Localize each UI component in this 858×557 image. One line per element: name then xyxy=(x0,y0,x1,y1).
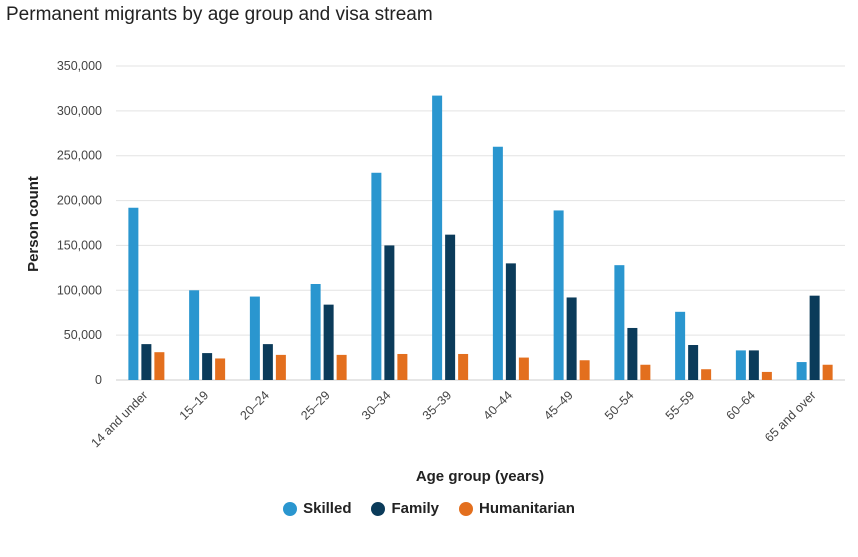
legend-swatch xyxy=(459,501,474,516)
bar-skilled[interactable] xyxy=(128,207,139,380)
bar-family[interactable] xyxy=(505,263,516,380)
x-tick-label: 25–29 xyxy=(298,388,333,423)
bar-humanitarian[interactable] xyxy=(701,369,712,380)
bar-skilled[interactable] xyxy=(675,311,686,380)
bar-skilled[interactable] xyxy=(553,210,564,380)
bar-humanitarian[interactable] xyxy=(518,357,529,380)
bar-humanitarian[interactable] xyxy=(640,364,651,380)
x-tick-label: 14 and under xyxy=(88,388,150,450)
legend-item-family[interactable]: Family xyxy=(371,500,439,517)
bar-family[interactable] xyxy=(262,344,273,380)
y-tick-label: 100,000 xyxy=(57,283,102,297)
y-tick-label: 350,000 xyxy=(57,59,102,73)
x-tick-label: 60–64 xyxy=(724,388,759,423)
bar-family[interactable] xyxy=(748,350,759,380)
legend: Skilled Family Humanitarian xyxy=(0,500,858,517)
gridlines xyxy=(116,65,845,381)
legend-item-humanitarian[interactable]: Humanitarian xyxy=(459,500,575,517)
x-tick-label: 35–39 xyxy=(420,388,455,423)
bar-family[interactable] xyxy=(141,344,152,380)
x-tick-label: 15–19 xyxy=(177,388,212,423)
x-tick-label: 40–44 xyxy=(481,388,516,423)
bar-skilled[interactable] xyxy=(492,146,503,380)
bars xyxy=(128,95,833,380)
bar-family[interactable] xyxy=(566,297,577,380)
y-tick-label: 0 xyxy=(95,373,102,387)
bar-humanitarian[interactable] xyxy=(397,353,408,380)
bar-humanitarian[interactable] xyxy=(336,354,347,380)
bar-skilled[interactable] xyxy=(432,95,443,380)
y-axis-ticks: 0 50,000 100,000 150,000 200,000 250,000 300,0… xyxy=(57,59,102,387)
bar-humanitarian[interactable] xyxy=(458,353,469,380)
bar-humanitarian[interactable] xyxy=(215,358,226,380)
bar-skilled[interactable] xyxy=(189,290,200,380)
bar-skilled[interactable] xyxy=(310,284,321,380)
legend-label: Skilled xyxy=(303,500,352,517)
bar-humanitarian[interactable] xyxy=(275,354,286,380)
bar-humanitarian[interactable] xyxy=(154,352,165,380)
y-tick-label: 50,000 xyxy=(64,328,102,342)
legend-swatch xyxy=(283,501,298,516)
bar-family[interactable] xyxy=(384,245,395,380)
y-tick-label: 200,000 xyxy=(57,194,102,208)
bar-skilled[interactable] xyxy=(796,362,807,380)
bar-skilled[interactable] xyxy=(614,265,625,380)
bar-family[interactable] xyxy=(627,327,638,380)
x-tick-label: 20–24 xyxy=(238,388,273,423)
bar-family[interactable] xyxy=(202,353,213,380)
y-tick-label: 300,000 xyxy=(57,104,102,118)
chart-title: Permanent migrants by age group and visa… xyxy=(6,4,433,25)
y-axis-title: Person count xyxy=(25,176,42,272)
legend-label: Family xyxy=(391,500,440,517)
x-axis-title: Age group (years) xyxy=(416,468,544,485)
bar-skilled[interactable] xyxy=(371,172,382,380)
y-tick-label: 150,000 xyxy=(57,238,102,252)
legend-swatch xyxy=(371,501,386,516)
bar-family[interactable] xyxy=(809,295,820,380)
bar-family[interactable] xyxy=(445,234,456,380)
bar-humanitarian[interactable] xyxy=(579,360,590,380)
x-tick-label: 45–49 xyxy=(541,388,576,423)
x-tick-label: 65 and over xyxy=(762,388,819,445)
bar-family[interactable] xyxy=(323,304,334,380)
x-axis-ticks: 14 and under 15–19 20–24 25–29 30–34 35–39 40–… xyxy=(88,388,818,450)
y-tick-label: 250,000 xyxy=(57,149,102,163)
legend-item-skilled[interactable]: Skilled xyxy=(283,500,351,517)
bar-skilled[interactable] xyxy=(249,296,260,380)
bar-humanitarian[interactable] xyxy=(761,371,772,380)
bar-humanitarian[interactable] xyxy=(822,364,833,380)
x-tick-label: 55–59 xyxy=(663,388,698,423)
legend-label: Humanitarian xyxy=(479,500,575,517)
x-tick-label: 30–34 xyxy=(359,388,394,423)
x-tick-label: 50–54 xyxy=(602,388,637,423)
bar-skilled[interactable] xyxy=(735,350,746,380)
bar-family[interactable] xyxy=(688,345,699,380)
